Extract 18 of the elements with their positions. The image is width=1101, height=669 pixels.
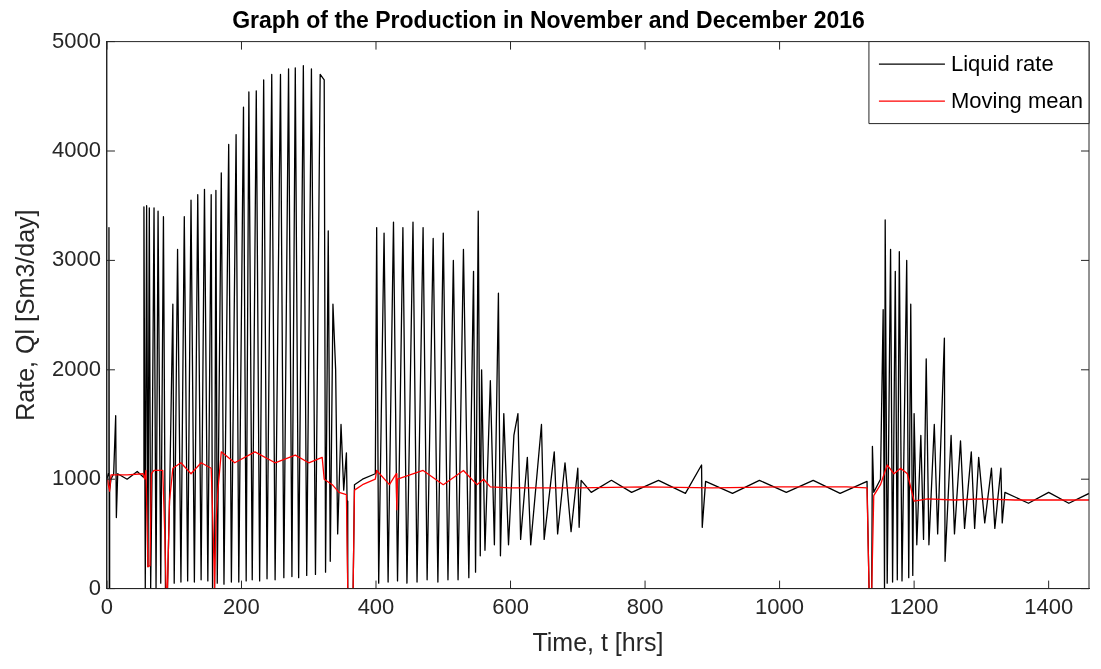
- x-tick-label: 600: [492, 593, 529, 619]
- chart-title: Graph of the Production in November and December 2016: [232, 7, 865, 34]
- y-tick-label: 4000: [51, 137, 101, 163]
- x-axis-title: Time, t [hrs]: [532, 627, 664, 656]
- x-tick-label: 400: [357, 593, 395, 619]
- x-tick-label: 1400: [1024, 593, 1074, 619]
- x-tick-label: 200: [223, 593, 260, 619]
- y-tick-label: 5000: [51, 27, 101, 53]
- x-tick-label: 1000: [755, 593, 805, 619]
- y-tick-label: 2000: [51, 355, 101, 381]
- legend-label: Moving mean: [950, 88, 1084, 114]
- y-tick-label: 3000: [51, 246, 101, 272]
- x-tick-label: 1200: [889, 593, 939, 619]
- x-tick-label: 800: [626, 593, 664, 619]
- y-tick-label: 0: [88, 574, 101, 600]
- y-axis-title: Rate, Ql [Sm3/day]: [10, 209, 39, 421]
- y-tick-label: 1000: [51, 465, 101, 491]
- legend-label: Liquid rate: [950, 51, 1054, 77]
